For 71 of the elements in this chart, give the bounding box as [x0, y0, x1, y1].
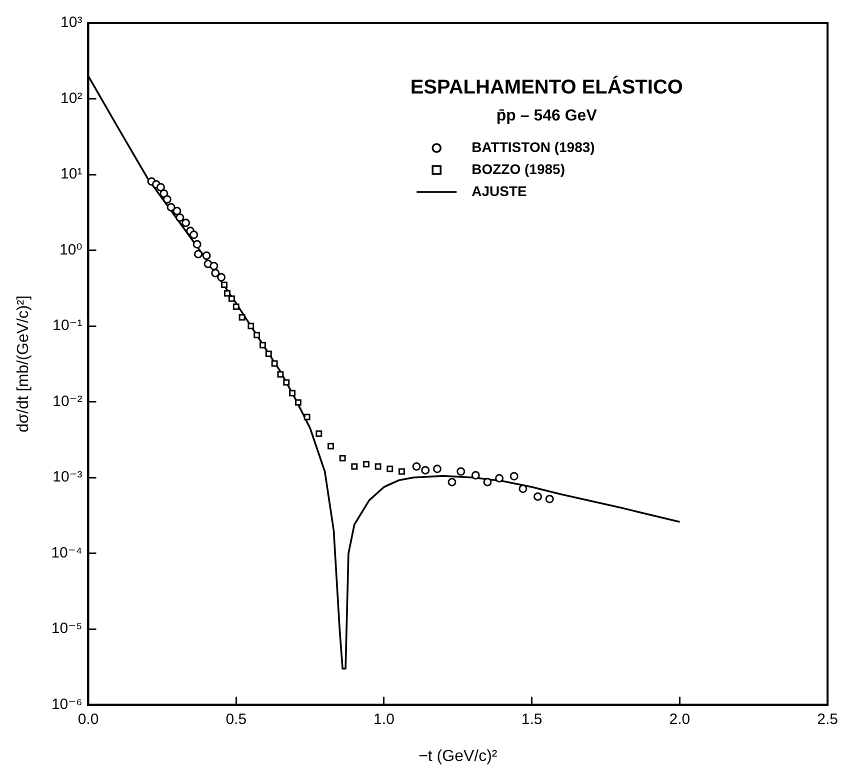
y-tick-label: 10⁻⁴: [51, 544, 82, 562]
legend-label: BATTISTON (1983): [472, 138, 595, 155]
point: [432, 464, 442, 474]
point: [172, 206, 182, 216]
point: [316, 430, 322, 437]
x-tick-label: 1.5: [521, 710, 542, 728]
point: [294, 399, 302, 406]
point: [192, 240, 202, 249]
text: ESPALHAMENTO ELÁSTICO: [410, 76, 683, 99]
point: [421, 466, 430, 474]
y-tick-label: 10⁻⁶: [51, 696, 82, 713]
x-tick-label: 0.0: [78, 710, 99, 728]
point: [228, 295, 235, 302]
point: [210, 262, 218, 270]
y-tick-label: 10³: [60, 14, 82, 32]
point: [166, 202, 176, 212]
point: [412, 462, 421, 471]
y-tick-label: 10⁻³: [52, 468, 82, 486]
point: [534, 492, 542, 501]
point: [224, 290, 230, 297]
point: [254, 332, 260, 338]
point: [398, 468, 405, 475]
y-tick-label: 10²: [60, 90, 82, 107]
point: [202, 251, 211, 260]
point: [248, 322, 254, 330]
y-tick-label: 10⁰: [60, 241, 82, 258]
point: [283, 379, 290, 386]
point: [456, 467, 466, 476]
y-tick-label: 10¹: [60, 166, 82, 183]
point: [518, 484, 528, 494]
point: [277, 371, 284, 378]
point: [221, 282, 228, 288]
x-tick-label: 0.5: [226, 710, 247, 728]
point: [176, 213, 184, 222]
point: [495, 474, 504, 482]
point: [271, 360, 278, 367]
y-tick-label: 10⁻²: [52, 392, 82, 410]
point: [232, 303, 240, 310]
point: [238, 314, 246, 321]
point: [374, 463, 382, 470]
point: [260, 342, 266, 348]
point: [217, 273, 226, 282]
point: [471, 471, 480, 480]
point: [545, 494, 554, 504]
point: [194, 250, 203, 258]
x-axis-title: −t (GeV/c)²: [418, 748, 498, 765]
x-tick-label: 2.0: [669, 710, 690, 728]
point: [351, 463, 358, 470]
legend-label: BOZZO (1985): [472, 160, 565, 177]
y-tick-label: 10⁻⁵: [51, 620, 82, 638]
y-axis-title: dσ/dt [mb/(GeV/c)²]: [15, 295, 32, 432]
point: [162, 195, 172, 204]
point: [182, 218, 190, 228]
point: [156, 182, 165, 192]
point: [304, 414, 310, 420]
point: [328, 442, 334, 450]
point: [483, 478, 492, 486]
legend-label: AJUSTE: [472, 182, 527, 199]
point: [448, 478, 456, 486]
y-tick-label: 10⁻¹: [52, 317, 82, 334]
point: [289, 390, 296, 396]
point: [363, 460, 370, 468]
point: [339, 454, 346, 462]
text: p̄p – 546 GeV: [496, 107, 598, 124]
x-tick-label: 2.5: [817, 710, 838, 728]
point: [190, 230, 198, 240]
point: [211, 268, 220, 278]
x-tick-label: 1.0: [374, 710, 394, 728]
point: [265, 350, 272, 358]
point: [386, 466, 394, 472]
point: [510, 472, 518, 480]
